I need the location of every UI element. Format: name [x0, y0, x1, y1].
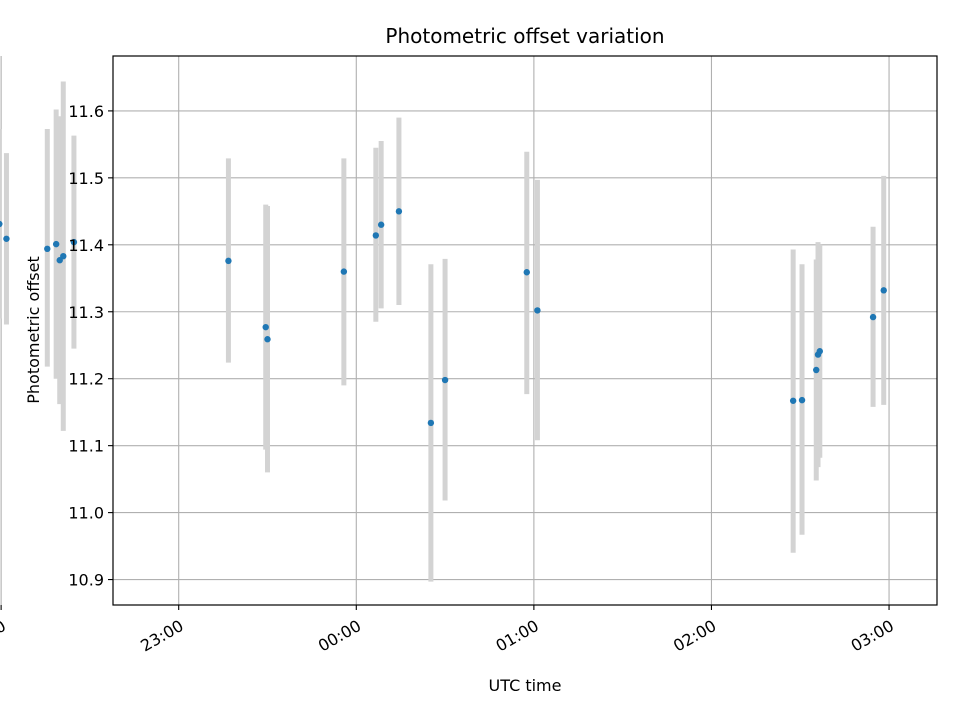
data-point	[3, 235, 10, 242]
data-point	[534, 307, 541, 314]
plot-frame	[112, 55, 938, 606]
grid-lines	[0, 56, 937, 605]
y-tick-label: 11.4	[68, 236, 104, 255]
x-axis-label: UTC time	[489, 676, 562, 695]
chart-title: Photometric offset variation	[385, 24, 664, 48]
data-point	[869, 313, 877, 321]
data-point	[395, 208, 403, 215]
x-tick-label: 02:00	[670, 616, 719, 656]
data-point	[523, 269, 530, 276]
x-tick-label: 00:00	[315, 616, 364, 656]
y-tick-label: 11.0	[68, 504, 104, 523]
data-point	[441, 376, 449, 384]
data-point	[798, 396, 806, 404]
y-tick-label: 11.3	[68, 303, 104, 322]
y-axis-label: Photometric offset	[24, 256, 43, 404]
x-tick-label: 23:00	[137, 616, 186, 656]
y-tick-label: 10.9	[68, 571, 104, 590]
y-tick-label: 11.2	[68, 370, 104, 389]
data-point	[816, 348, 823, 355]
data-point	[789, 397, 797, 404]
data-point	[377, 221, 385, 228]
data-point	[264, 336, 271, 343]
data-point	[0, 220, 3, 228]
data-point	[880, 287, 887, 294]
y-axis-ticks: 10.9 11.0 11.1 11.2 11.3 11.4 11.5 11.6	[68, 102, 113, 590]
x-tick-label: 03:00	[848, 616, 897, 656]
data-point	[262, 323, 269, 331]
data-point	[52, 240, 60, 248]
data-point	[427, 419, 435, 427]
x-tick-label: 22:00	[0, 616, 9, 656]
data-point	[44, 245, 51, 253]
y-tick-label: 11.1	[68, 437, 104, 456]
data-point	[60, 252, 67, 260]
y-tick-label: 11.5	[68, 169, 104, 188]
error-bars	[0, 81, 887, 582]
x-tick-label: 01:00	[492, 616, 541, 656]
data-point	[372, 232, 380, 239]
data-point	[225, 257, 232, 265]
data-point	[340, 268, 348, 275]
data-point	[70, 238, 78, 246]
data-points	[0, 208, 887, 427]
y-tick-label: 11.6	[68, 102, 104, 121]
data-point	[813, 366, 820, 374]
